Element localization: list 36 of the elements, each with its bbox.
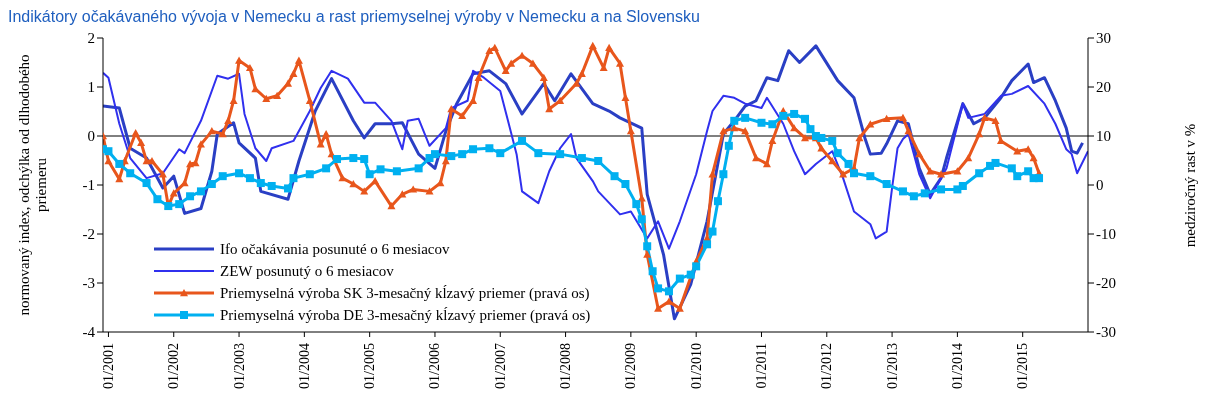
x-tick-label: 01/2009: [623, 343, 639, 389]
x-tick-label: 01/2015: [1015, 343, 1031, 389]
x-tick-label: 01/2010: [688, 343, 704, 389]
y-tick-label: -2: [82, 226, 95, 243]
y2-axis-title: medziročný rast v %: [1182, 123, 1200, 247]
y-tick-label: -1: [82, 177, 95, 194]
x-tick-label: 01/2002: [166, 343, 182, 389]
x-tick-label: 01/2007: [492, 343, 508, 389]
legend-label: Priemyselná výroba DE 3-mesačný kĺzavý priemer (pravá os): [220, 306, 591, 324]
y-tick-label: -3: [82, 275, 95, 292]
x-tick-label: 01/2001: [100, 343, 116, 389]
x-tick-label: 01/2004: [296, 343, 312, 389]
x-tick-label: 01/2013: [884, 343, 900, 389]
y2-tick-label: 20: [1096, 79, 1111, 96]
x-tick-label: 01/2014: [949, 343, 965, 389]
x-tick-label: 01/2005: [362, 343, 378, 389]
y2-tick-label: -20: [1096, 275, 1116, 292]
chart-title: Indikátory očakávaného vývoja v Nemecku a rast priemyselnej výroby v Nemecku a na Slovensku: [8, 8, 701, 27]
x-tick-label: 01/2003: [231, 343, 247, 389]
legend-label: Ifo očakávania posunuté o 6 mesiacov: [220, 240, 450, 258]
y2-tick-label: -30: [1096, 324, 1116, 341]
y2-tick-label: -10: [1096, 226, 1116, 243]
y-tick-label: 2: [87, 30, 95, 47]
x-tick-label: 01/2012: [819, 343, 835, 389]
y-tick-label: 0: [87, 128, 95, 145]
x-tick-label: 01/2006: [427, 343, 443, 389]
x-tick-label: 01/2008: [558, 343, 574, 389]
legend-label: Priemyselná výroba SK 3-mesačný kĺzavý priemer (pravá os): [220, 284, 590, 302]
legend-label: ZEW posunutý o 6 mesiacov: [220, 262, 394, 280]
y2-tick-label: 30: [1096, 30, 1111, 47]
y-tick-label: -4: [82, 324, 96, 341]
y2-tick-label: 10: [1096, 128, 1111, 145]
y-axis-title: normovaný index, odchýlka od dlhodobého priemeru: [16, 53, 50, 318]
y-tick-label: 1: [87, 79, 95, 96]
y2-tick-label: 0: [1096, 177, 1104, 194]
x-tick-label: 01/2011: [753, 343, 769, 389]
